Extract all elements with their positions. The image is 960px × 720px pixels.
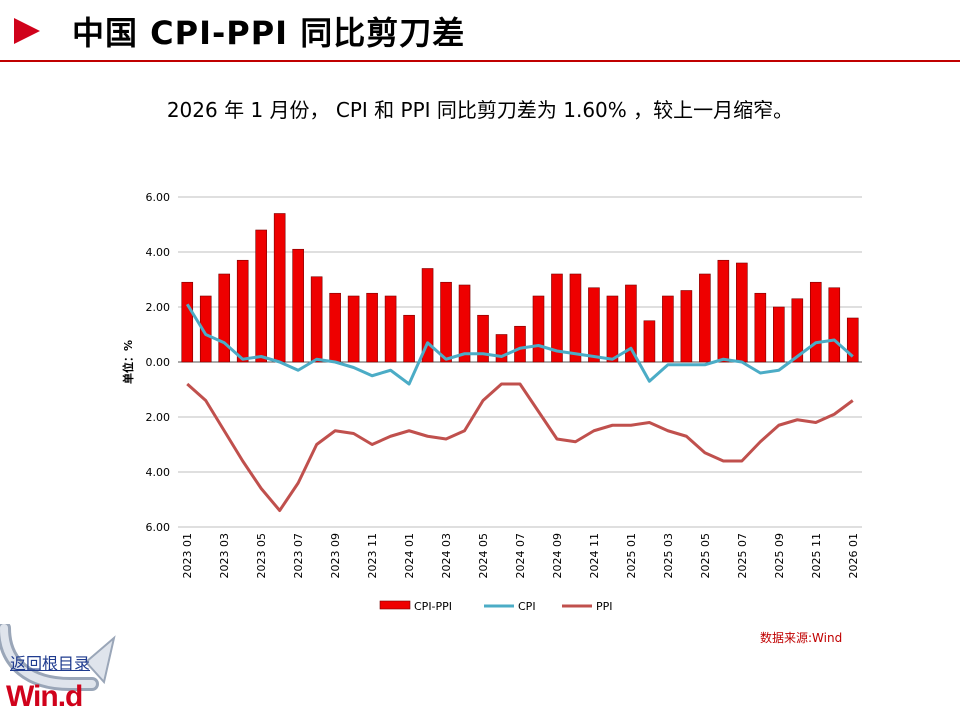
bar-cpi-ppi [181,281,194,363]
x-tick-label: 2023 05 [255,533,268,579]
bar-cpi-ppi [532,295,545,363]
bar-cpi-ppi [717,259,730,363]
bar-cpi-ppi [846,317,859,363]
x-tick-label: 2024 03 [440,533,453,579]
bar-cpi-ppi [347,295,360,363]
y-tick-label: 4.00 [146,466,171,479]
wind-logo: Win.d [6,680,83,713]
bar-cpi-ppi [514,325,526,363]
x-tick-label: 2023 11 [366,533,379,579]
subtitle: 2026 年 1 月份， CPI 和 PPI 同比剪刀差为 1.60% ，较上一… [166,98,794,122]
x-tick-label: 2024 07 [514,533,527,579]
bar-cpi-ppi [366,292,378,363]
y-tick-label: 2.00 [146,411,171,424]
x-tick-label: 2025 09 [773,533,786,579]
bar-cpi-ppi [625,284,637,363]
y-axis-label: 单位：% [121,340,135,384]
legend-swatch-bar [379,600,411,610]
legend-label: CPI-PPI [414,600,452,613]
bar-cpi-ppi [606,295,619,363]
y-tick-label: 4.00 [146,246,171,259]
x-tick-label: 2025 01 [625,533,638,579]
back-to-root-link[interactable]: 返回根目录 Win.d [0,624,120,720]
line-ppi [186,382,854,512]
x-tick-label: 2026 01 [847,533,860,579]
page-title: 中国 CPI-PPI 同比剪刀差 [72,14,466,52]
x-tick-label: 2025 05 [699,533,712,579]
y-tick-label: 6.00 [146,191,171,204]
bar-cpi-ppi [255,229,267,363]
x-tick-label: 2023 07 [292,533,305,579]
x-tick-label: 2024 05 [477,533,490,579]
title-bar: 中国 CPI-PPI 同比剪刀差 [0,0,960,62]
bar-cpi-ppi [588,287,600,363]
bar-cpi-ppi [273,213,286,363]
bar-cpi-ppi [662,295,674,363]
data-source: 数据来源:Wind [760,631,843,645]
x-tick-label: 2023 09 [329,533,342,579]
bar-cpi-ppi [403,314,415,363]
y-tick-label: 0.00 [146,356,171,369]
bar-cpi-ppi [236,259,249,363]
bar-cpi-ppi [754,292,767,363]
bar-cpi-ppi [329,292,341,363]
x-tick-label: 2024 09 [551,533,564,579]
title-divider [0,60,960,62]
bar-cpi-ppi [199,295,212,363]
bar-cpi-ppi [218,273,231,363]
bar-cpi-ppi [551,273,563,363]
back-to-root-label[interactable]: 返回根目录 [10,654,91,673]
bar-cpi-ppi [736,262,748,363]
x-tick-label: 2024 11 [588,533,601,579]
bar-cpi-ppi [495,334,508,363]
bar-cpi-ppi [699,273,711,363]
bar-cpi-ppi [773,306,785,363]
bar-cpi-ppi [569,273,582,363]
x-tick-label: 2025 11 [810,533,823,579]
x-tick-label: 2023 01 [181,533,194,579]
title-arrow-icon [14,18,40,44]
bar-cpi-ppi [791,298,804,363]
x-tick-label: 2024 01 [403,533,416,579]
legend-label: CPI [518,600,536,613]
bar-cpi-ppi [292,248,304,363]
bar-cpi-ppi [310,276,323,363]
bar-cpi-ppi [384,295,397,363]
bar-cpi-ppi [440,281,452,363]
bar-cpi-ppi [828,287,841,363]
bar-cpi-ppi [458,284,471,363]
bar-cpi-ppi [477,314,489,363]
bar-cpi-ppi [809,281,822,363]
y-tick-label: 6.00 [146,521,171,534]
return-arrow-icon [0,624,116,691]
x-tick-label: 2023 03 [218,533,231,579]
x-tick-label: 2025 03 [662,533,675,579]
bar-cpi-ppi [680,290,693,363]
line-cpi [185,303,854,386]
bar-cpi-ppi [643,320,656,363]
legend-label: PPI [596,600,613,613]
x-tick-label: 2025 07 [736,533,749,579]
y-tick-label: 2.00 [146,301,171,314]
bar-cpi-ppi [421,268,434,363]
